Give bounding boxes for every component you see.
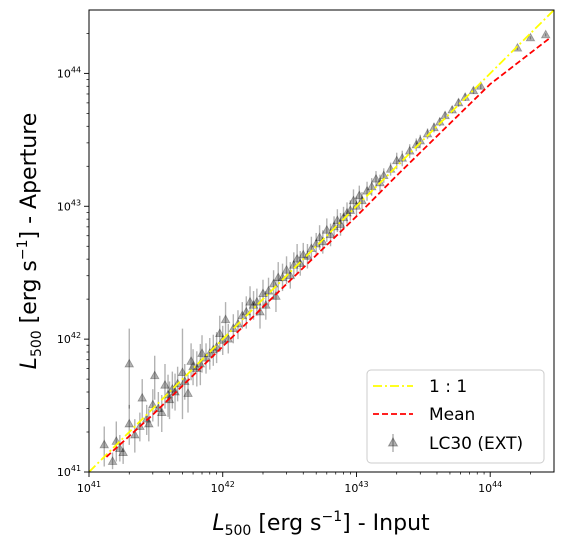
y-tick-base: 10 [57,333,71,346]
legend: 1 : 1 Mean LC30 (EXT) [366,369,545,464]
x-axis: 1041 1042 1043 1044 [77,472,531,495]
y-axis-label-sub: 500 [29,330,45,357]
x-axis-label-sup: −1 [322,509,343,525]
x-axis-label-pre: [erg s [251,511,321,536]
x-axis-label-sub: 500 [225,523,252,539]
data-point [99,439,110,449]
data-point [354,190,365,200]
data-point [143,418,154,428]
data-point [371,173,381,183]
x-tick-label: 1044 [478,480,502,495]
legend-swatch-marker [387,436,399,447]
y-tick-exponent: 42 [71,331,81,340]
data-point [188,361,198,371]
data-point [366,181,377,191]
data-point [220,314,231,324]
data-point [362,185,372,195]
mean-line [105,37,551,458]
data-point [114,443,125,453]
data-point [183,388,193,397]
legend-label-one-to-one: 1 : 1 [429,377,467,397]
y-tick-base: 10 [57,466,71,479]
data-point [540,29,551,39]
data-point [107,456,118,465]
x-axis-label-post: ] - Input [342,511,430,536]
data-point [129,429,140,439]
x-tick-base: 10 [211,482,225,495]
x-axis-label: L500 [erg s−1] - Input [212,509,430,539]
x-tick-label: 1041 [77,480,101,495]
data-point [391,155,402,165]
x-tick-exponent: 41 [91,480,101,489]
plot-frame [88,9,555,473]
data-point [124,358,135,368]
y-axis-label-post: ] - Aperture [17,113,42,240]
y-tick-base: 10 [57,67,71,80]
data-point [177,367,188,376]
data-point [281,264,292,274]
y-axis-label: L500 [erg s−1] - Aperture [15,113,45,370]
data-point [156,407,167,416]
data-point [292,253,303,263]
one-to-one-line [89,10,554,472]
legend-label-mean: Mean [429,405,475,425]
data-point [228,323,239,333]
data-point [149,370,160,380]
y-tick-label: 1043 [57,198,81,213]
data-point [325,229,336,239]
y-tick-label: 1044 [57,65,81,80]
data-point [335,219,346,228]
x-tick-label: 1043 [344,480,368,495]
data-point [348,195,359,205]
data-point [197,348,207,357]
y-axis-label-symbol: L [17,357,42,369]
data-point [214,328,225,338]
y-tick-exponent: 41 [71,464,81,473]
lc30-series [99,29,551,470]
y-tick-label: 1042 [57,331,81,346]
data-point [245,296,255,306]
y-axis-label-pre: [erg s [17,260,42,330]
data-point [118,447,129,456]
data-point [186,356,196,365]
data-point [137,392,148,402]
y-axis-label-sup: −1 [15,239,31,260]
x-tick-base: 10 [77,482,91,495]
data-point [314,232,325,242]
x-tick-exponent: 42 [225,480,235,489]
x-tick-base: 10 [344,482,358,495]
y-tick-exponent: 43 [71,198,81,207]
data-point [345,205,356,214]
x-tick-base: 10 [478,482,492,495]
x-tick-label: 1042 [211,480,235,495]
data-point [201,352,211,362]
x-tick-exponent: 44 [492,480,502,489]
legend-label-lc30: LC30 (EXT) [429,434,523,454]
data-point [525,32,536,42]
data-point [160,379,170,389]
data-point [258,288,268,298]
x-tick-exponent: 43 [358,480,368,489]
legend-box [366,369,545,464]
x-axis-label-symbol: L [212,511,224,536]
data-point [332,215,343,225]
data-point [124,418,135,428]
y-tick-label: 1041 [57,464,81,479]
plot-area [89,10,554,472]
data-point [170,386,180,396]
y-tick-exponent: 44 [71,65,81,74]
y-tick-base: 10 [57,200,71,213]
data-point [321,224,332,234]
data-point [273,272,284,282]
data-point [268,278,279,288]
